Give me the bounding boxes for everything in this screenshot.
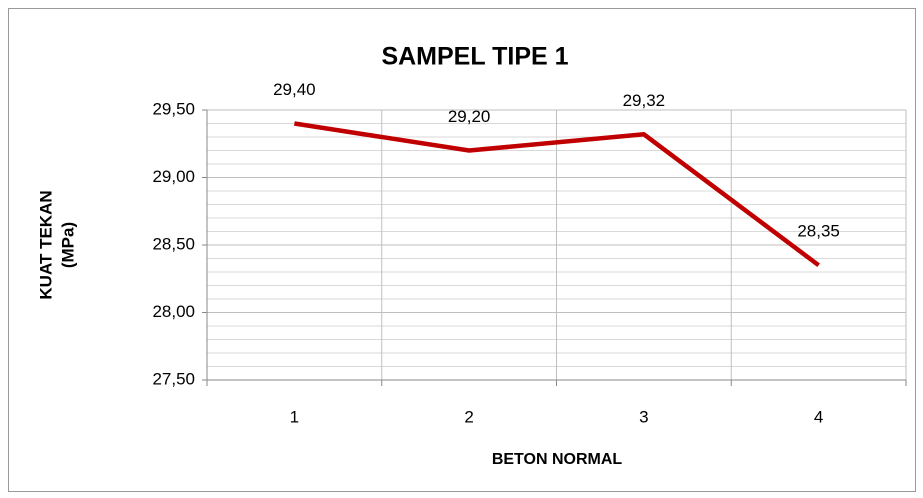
y-axis-label-line: KUAT TEKAN bbox=[36, 190, 55, 299]
x-tick-label: 2 bbox=[464, 407, 473, 426]
y-tick-label: 27,50 bbox=[152, 369, 195, 388]
chart-border bbox=[8, 8, 916, 492]
y-tick-label: 29,50 bbox=[152, 99, 195, 118]
data-label: 29,20 bbox=[448, 107, 491, 126]
data-line bbox=[294, 121, 820, 268]
chart-title: SAMPEL TIPE 1 bbox=[381, 43, 568, 71]
x-tick-label: 4 bbox=[814, 407, 823, 426]
x-tick-label: 1 bbox=[290, 407, 299, 426]
y-axis-label: KUAT TEKAN (MPa) bbox=[36, 190, 77, 299]
data-label: 29,32 bbox=[623, 91, 666, 110]
y-axis-label-line: (MPa) bbox=[58, 222, 77, 268]
data-label: 29,40 bbox=[273, 80, 316, 99]
y-tick-label: 28,00 bbox=[152, 302, 195, 321]
y-tick-label: 29,00 bbox=[152, 167, 195, 186]
data-label: 28,35 bbox=[797, 222, 840, 241]
y-tick-label: 28,50 bbox=[152, 234, 195, 253]
x-axis-label: BETON NORMAL bbox=[492, 451, 623, 468]
x-tick-label: 3 bbox=[639, 407, 648, 426]
